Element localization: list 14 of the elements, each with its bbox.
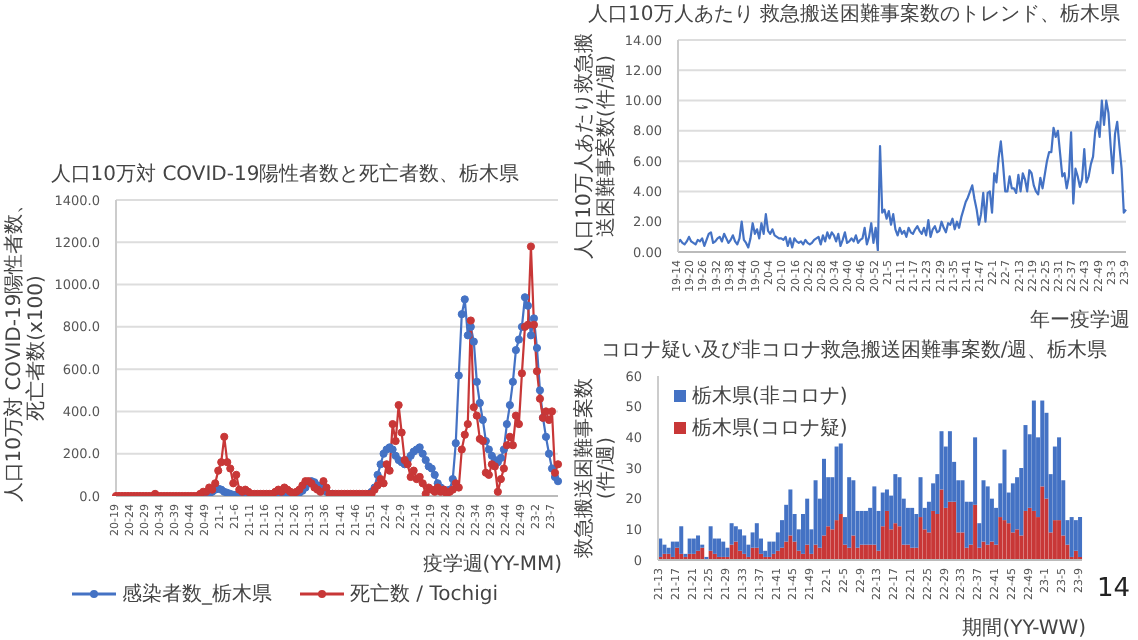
- x-axis-title: 年ー疫学週: [1030, 307, 1130, 334]
- chart-title: コロナ疑い及び非コロナ救急搬送困難事案数/週、栃木県: [598, 337, 1110, 364]
- x-axis-title: 疫学週(YY-MM): [422, 551, 562, 578]
- legend-label: 栃木県(非コロナ): [692, 383, 848, 410]
- chart-title: 人口10万人あたり 救急搬送困難事案数のトレンド、栃木県: [586, 1, 1122, 28]
- x-axis-title: 期間(YY-WW): [962, 615, 1086, 640]
- text: 14: [1096, 574, 1130, 604]
- legend-label: 死亡数 / Tochigi: [350, 581, 498, 608]
- y-axis-title: 人口10万人あたり救急搬送困難事案数(件/週): [574, 31, 618, 263]
- y-axis-title: 人口10万対 COVID-19陽性者数、死亡者数(x100): [4, 191, 48, 507]
- legend-label: 感染者数_栃木県: [122, 581, 272, 608]
- legend-label: 栃木県(コロナ疑): [692, 415, 848, 442]
- y-axis-title: 救急搬送困難事案数(件/週): [574, 376, 618, 562]
- chart-title: 人口10万対 COVID-19陽性者数と死亡者数、栃木県: [48, 161, 522, 188]
